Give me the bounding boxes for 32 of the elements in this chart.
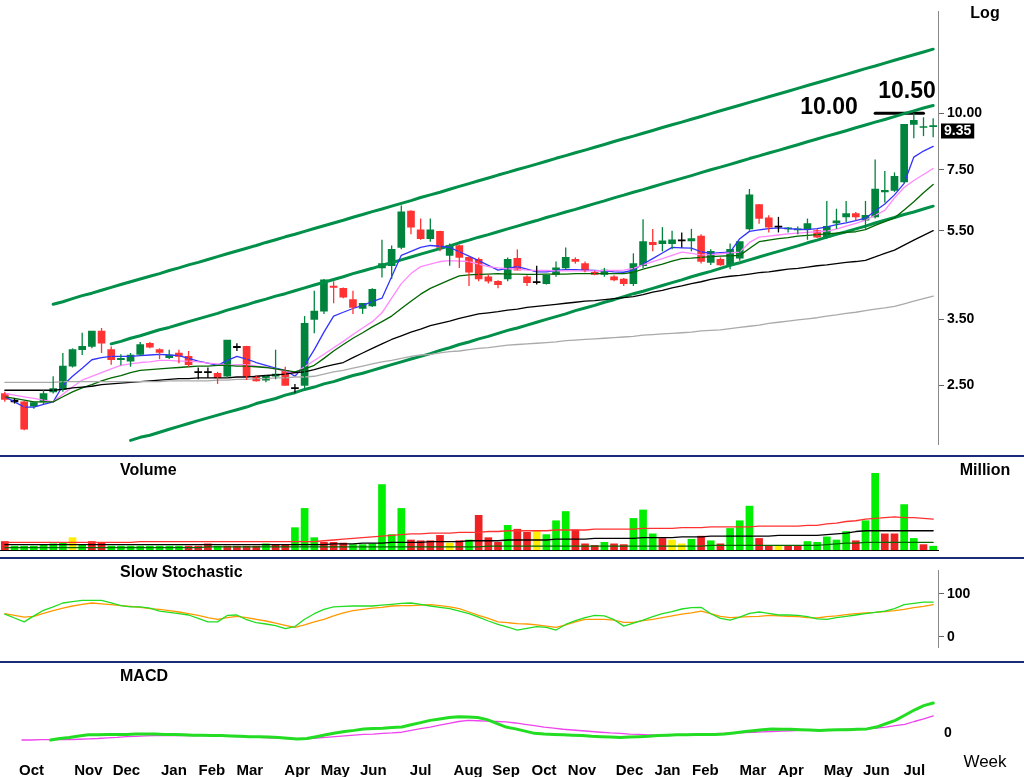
x-tick-label: Dec	[112, 761, 141, 777]
y-tick-label: 10.00	[947, 104, 983, 121]
x-tick-label: Oct	[531, 761, 557, 777]
x-tick-label: Feb	[198, 761, 226, 777]
chart-title: MACD	[120, 667, 168, 685]
x-tick-label: Oct	[18, 761, 44, 777]
x-tick-label: Jun	[862, 761, 890, 777]
annotation: 10.50	[878, 76, 936, 103]
x-tick-label: Dec	[615, 761, 644, 777]
y-tick-label: 5.50	[947, 221, 975, 238]
annotation: 10.00	[800, 92, 858, 119]
x-tick-label: Mar	[739, 761, 767, 777]
y-tick-label: 7.50	[947, 160, 975, 177]
x-tick-label: Jun	[359, 761, 387, 777]
y-tick-label: 3.50	[947, 310, 975, 327]
y-tick-label: 0	[947, 627, 955, 644]
chart-title: Volume	[120, 461, 177, 479]
y-axis-title: Million	[959, 461, 1011, 479]
x-tick-label: Jul	[409, 761, 432, 777]
text: 9.35	[944, 121, 972, 138]
y-tick-label: 100	[947, 584, 971, 601]
x-tick-label: Jan	[654, 761, 681, 777]
x-tick-label: Nov	[74, 761, 104, 777]
chart-title: Slow Stochastic	[120, 563, 243, 581]
x-tick-label: Jan	[160, 761, 187, 777]
y-axis-title: Log	[970, 4, 1000, 22]
x-axis-title: Week	[963, 752, 1008, 772]
x-tick-label: Feb	[692, 761, 719, 777]
y-tick-label: 2.50	[947, 376, 975, 393]
x-tick-label: Jul	[903, 761, 926, 777]
x-tick-label: Nov	[567, 761, 597, 777]
x-tick-label: Mar	[236, 761, 264, 777]
